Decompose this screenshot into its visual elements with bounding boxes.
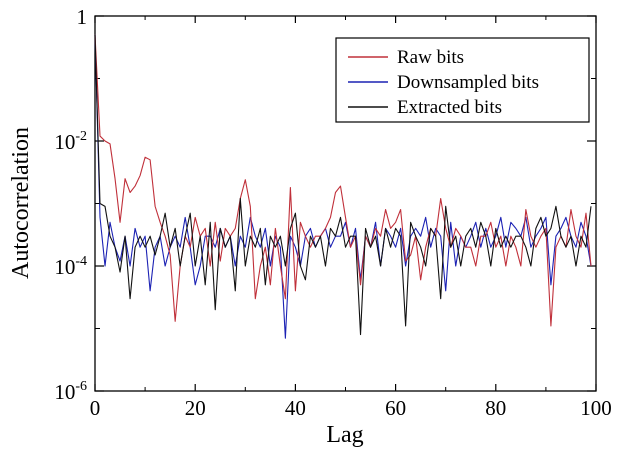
series-layer <box>94 34 592 339</box>
x-tick-label: 60 <box>385 396 406 420</box>
x-tick-label: 100 <box>580 396 612 420</box>
y-tick-label: 10-4 <box>54 254 87 279</box>
y-tick-label: 10-2 <box>54 129 87 154</box>
series-line-raw-bits <box>94 34 592 327</box>
legend-label: Extracted bits <box>397 97 502 118</box>
legend-label: Downsampled bits <box>397 72 539 93</box>
x-axis: 0 20 40 60 80 100 <box>90 16 612 420</box>
legend: Raw bits Downsampled bits Extracted bits <box>335 37 590 123</box>
x-tick-label: 40 <box>285 396 306 420</box>
y-tick-label: 1 <box>77 5 88 29</box>
x-tick-label: 20 <box>185 396 206 420</box>
x-tick-label: 80 <box>485 396 506 420</box>
y-axis: 1 10-2 10-4 10-6 <box>54 5 596 404</box>
x-axis-title: Lag <box>326 422 363 448</box>
x-tick-label: 0 <box>90 396 101 420</box>
series-line-extracted-bits <box>94 34 592 336</box>
legend-label: Raw bits <box>397 47 464 68</box>
legend-box <box>335 37 590 123</box>
y-tick-label: 10-6 <box>54 379 87 404</box>
y-axis-title: Autocorrelation <box>8 127 34 279</box>
